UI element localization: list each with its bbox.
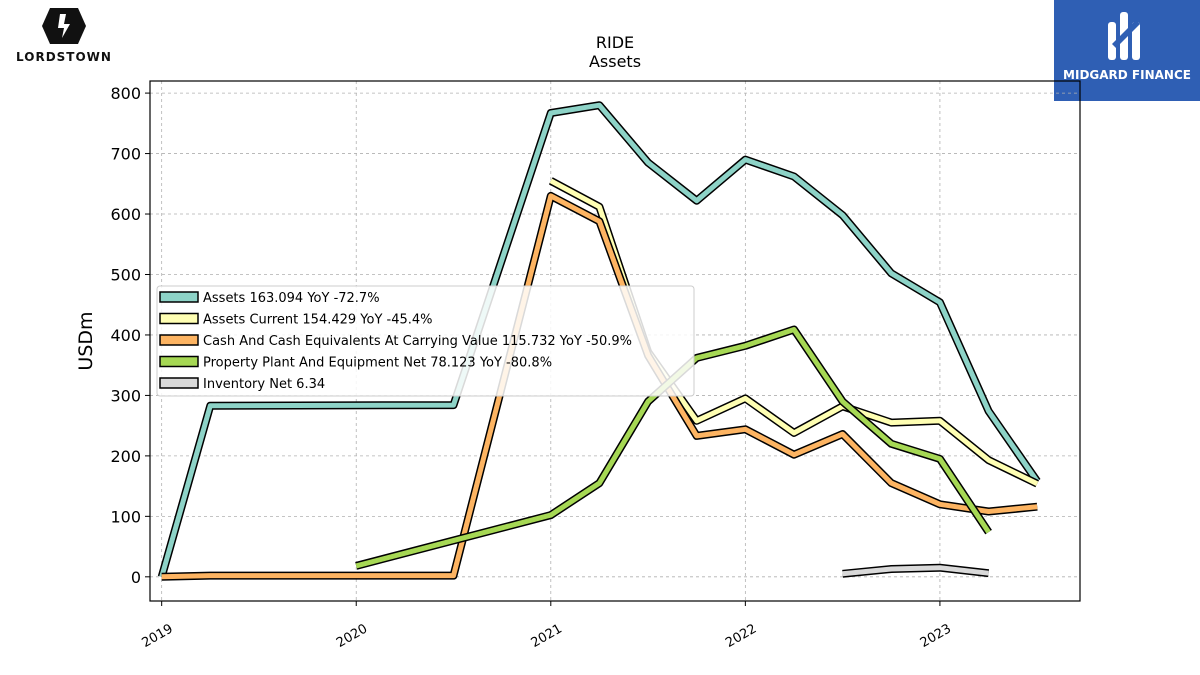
midgard-emblem-icon (1108, 12, 1140, 60)
y-tick-label: 200 (110, 447, 141, 466)
y-tick-label: 300 (110, 386, 141, 405)
legend-entry: Assets Current 154.429 YoY -45.4% (203, 313, 433, 328)
series-line-3 (355, 325, 992, 570)
legend-box (156, 285, 695, 397)
legend-swatch (159, 355, 199, 368)
series-line (355, 327, 991, 569)
series-line (842, 565, 989, 577)
lordstown-emblem-icon (42, 8, 86, 44)
x-tick-label: 2020 (334, 621, 370, 651)
legend: Assets 163.094 YoY -72.7% Assets Current … (156, 285, 695, 397)
series-line (161, 193, 1038, 580)
legend-swatch (159, 291, 199, 303)
x-tick-label: 2019 (140, 621, 176, 651)
lordstown-logo: LORDSTOWN (4, 4, 124, 66)
x-tick-label: 2021 (529, 621, 565, 651)
chart-title: RIDE (596, 33, 634, 52)
legend-entry: Property Plant And Equipment Net 78.123 … (203, 356, 552, 371)
series-line-2 (161, 191, 1038, 581)
midgard-wordmark: MIDGARD FINANCE (1063, 68, 1191, 82)
legend-swatch (159, 334, 199, 346)
x-tick-label: 2023 (918, 621, 954, 651)
y-axis-label: USDm (75, 311, 97, 370)
y-tick-label: 600 (110, 205, 141, 224)
series-line-4 (842, 563, 990, 578)
plot-frame (149, 80, 1081, 602)
chart-subtitle: Assets (589, 52, 641, 71)
y-tick-label: 0 (131, 568, 141, 587)
y-tick-label: 700 (110, 145, 141, 164)
legend-swatch (159, 312, 199, 325)
series-lines (157, 101, 1041, 581)
y-tick-label: 400 (110, 326, 141, 345)
legend-entry: Inventory Net 6.34 (203, 377, 325, 392)
y-tick-label: 100 (110, 507, 141, 526)
legend-swatch (159, 377, 199, 389)
y-tick-label: 800 (110, 84, 141, 103)
legend-entry: Cash And Cash Equivalents At Carrying Va… (203, 334, 632, 349)
y-tick-label: 500 (110, 265, 141, 284)
x-tick-label: 2022 (723, 621, 759, 651)
legend-entry: Assets 163.094 YoY -72.7% (203, 291, 380, 306)
midgard-finance-logo: MIDGARD FINANCE (1054, 0, 1200, 101)
lordstown-wordmark: LORDSTOWN (16, 50, 112, 64)
